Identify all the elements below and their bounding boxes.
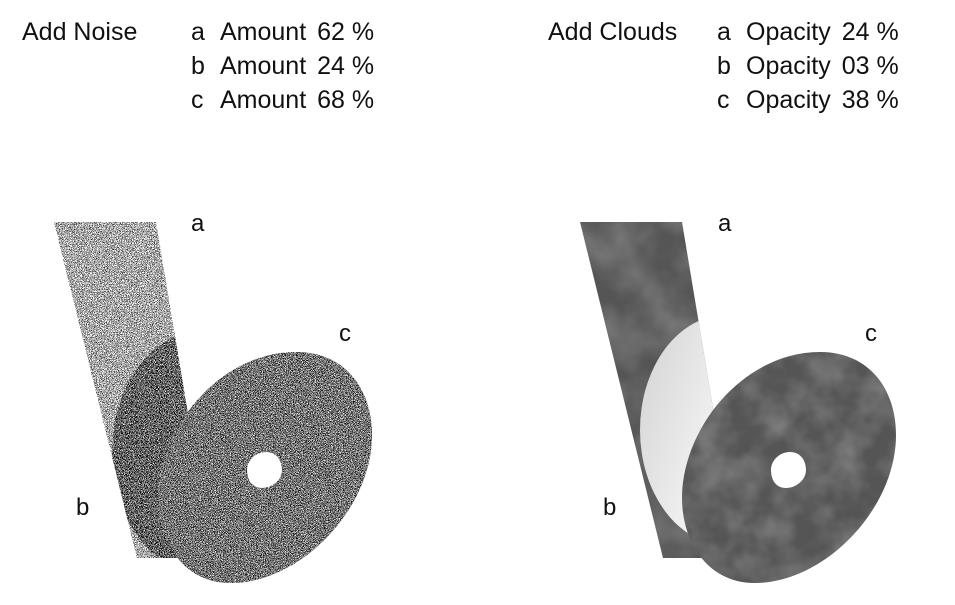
setting-value: 03 % <box>841 52 899 80</box>
setting-letter: a <box>717 18 731 46</box>
noise-figure-svg <box>54 222 372 584</box>
setting-letter: b <box>191 52 205 80</box>
clouds-figure-svg <box>580 222 896 584</box>
shape-c-disc <box>681 352 896 584</box>
add-noise-panel: Add Noise a Amount 62 % b Amount 24 % c Amo… <box>0 0 477 600</box>
setting-label: Amount <box>220 52 307 80</box>
setting-letter: a <box>191 18 205 46</box>
add-clouds-title: Add Clouds <box>548 18 678 46</box>
shape-label-b: b <box>603 494 617 521</box>
setting-value: 62 % <box>317 18 375 46</box>
setting-value: 68 % <box>317 86 375 114</box>
clouds-settings-list: a Opacity 24 % b Opacity 03 % c Opacity 38 … <box>717 17 899 119</box>
clouds-setting-c: c Opacity 38 % <box>717 85 899 119</box>
setting-label: Amount <box>220 86 307 114</box>
setting-letter: b <box>717 52 731 80</box>
clouds-setting-b: b Opacity 03 % <box>717 51 899 85</box>
noise-illustration: a b c <box>0 190 400 600</box>
setting-label: Opacity <box>746 18 831 46</box>
clouds-illustration: a b c <box>526 190 926 600</box>
shape-label-c: c <box>865 320 877 347</box>
add-clouds-panel: Add Clouds a Opacity 24 % b Opacity 03 % c… <box>526 0 955 600</box>
setting-letter: c <box>191 86 204 114</box>
noise-setting-b: b Amount 24 % <box>191 51 374 85</box>
setting-label: Opacity <box>746 52 831 80</box>
shape-label-a: a <box>718 210 732 237</box>
noise-setting-a: a Amount 62 % <box>191 17 374 51</box>
noise-settings-list: a Amount 62 % b Amount 24 % c Amount 68 % <box>191 17 374 119</box>
setting-letter: c <box>717 86 730 114</box>
setting-label: Amount <box>220 18 307 46</box>
shape-label-b: b <box>76 494 90 521</box>
shape-label-c: c <box>339 320 351 347</box>
setting-value: 24 % <box>841 18 899 46</box>
setting-value: 38 % <box>841 86 899 114</box>
shape-c-disc <box>157 352 372 584</box>
clouds-setting-a: a Opacity 24 % <box>717 17 899 51</box>
noise-setting-c: c Amount 68 % <box>191 85 374 119</box>
add-noise-title: Add Noise <box>22 18 138 46</box>
setting-label: Opacity <box>746 86 831 114</box>
setting-value: 24 % <box>317 52 375 80</box>
shape-label-a: a <box>191 210 205 237</box>
